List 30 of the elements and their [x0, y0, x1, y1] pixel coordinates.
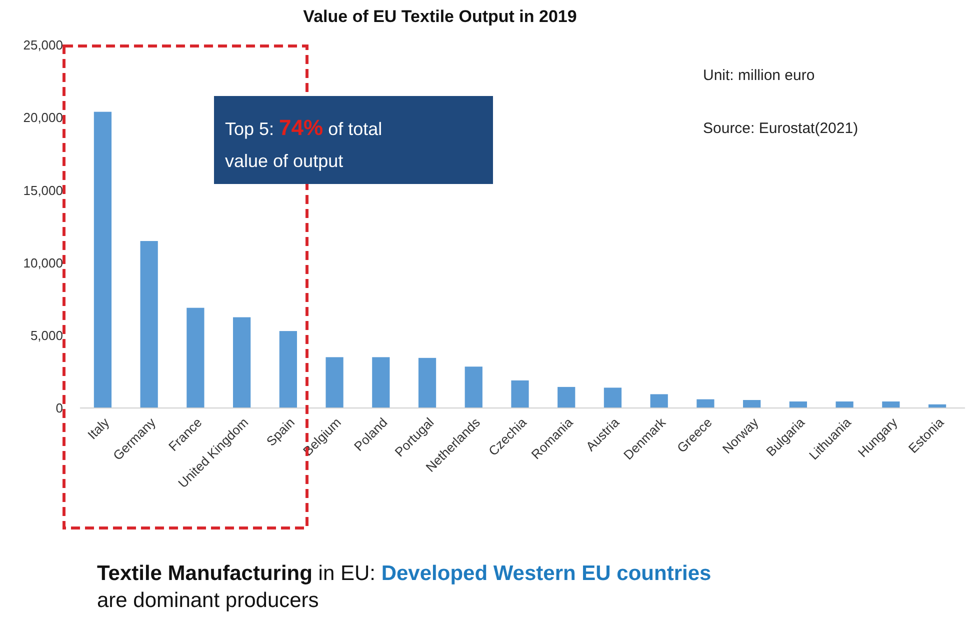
bar: [650, 394, 668, 408]
annotation: Top 5: 74% of total value of output: [225, 115, 382, 171]
annotation: Unit: million euro: [703, 67, 815, 84]
y-tick-label: 25,000: [23, 38, 63, 53]
bar: [326, 357, 344, 408]
bar: [604, 388, 622, 408]
bar: [558, 386, 576, 408]
x-tick-label: Italy: [84, 414, 112, 442]
bar: [279, 331, 297, 408]
y-tick-label: 5,000: [30, 328, 63, 343]
bar: [789, 401, 807, 408]
bar: [94, 112, 112, 408]
annotation: Source: Eurostat(2021): [703, 120, 858, 137]
bar: [186, 308, 204, 408]
bar: [372, 357, 390, 408]
y-tick-label: 0: [56, 400, 63, 416]
bar: [418, 358, 436, 408]
bar: [743, 400, 761, 408]
bar: [464, 366, 482, 408]
chart-title: Value of EU Textile Output in 2019: [303, 7, 577, 26]
bar: [696, 399, 714, 408]
y-tick-label: 10,000: [23, 255, 63, 270]
bar: [511, 380, 529, 408]
bar: [233, 317, 251, 408]
y-tick-label: 20,000: [23, 110, 63, 126]
y-tick-label: 15,000: [23, 182, 63, 198]
text: Textile Manufacturing in EU: Developed Western EU countries are dominant producers: [97, 562, 712, 612]
bar: [836, 401, 854, 408]
bar: [882, 401, 900, 408]
bar: [140, 241, 158, 408]
